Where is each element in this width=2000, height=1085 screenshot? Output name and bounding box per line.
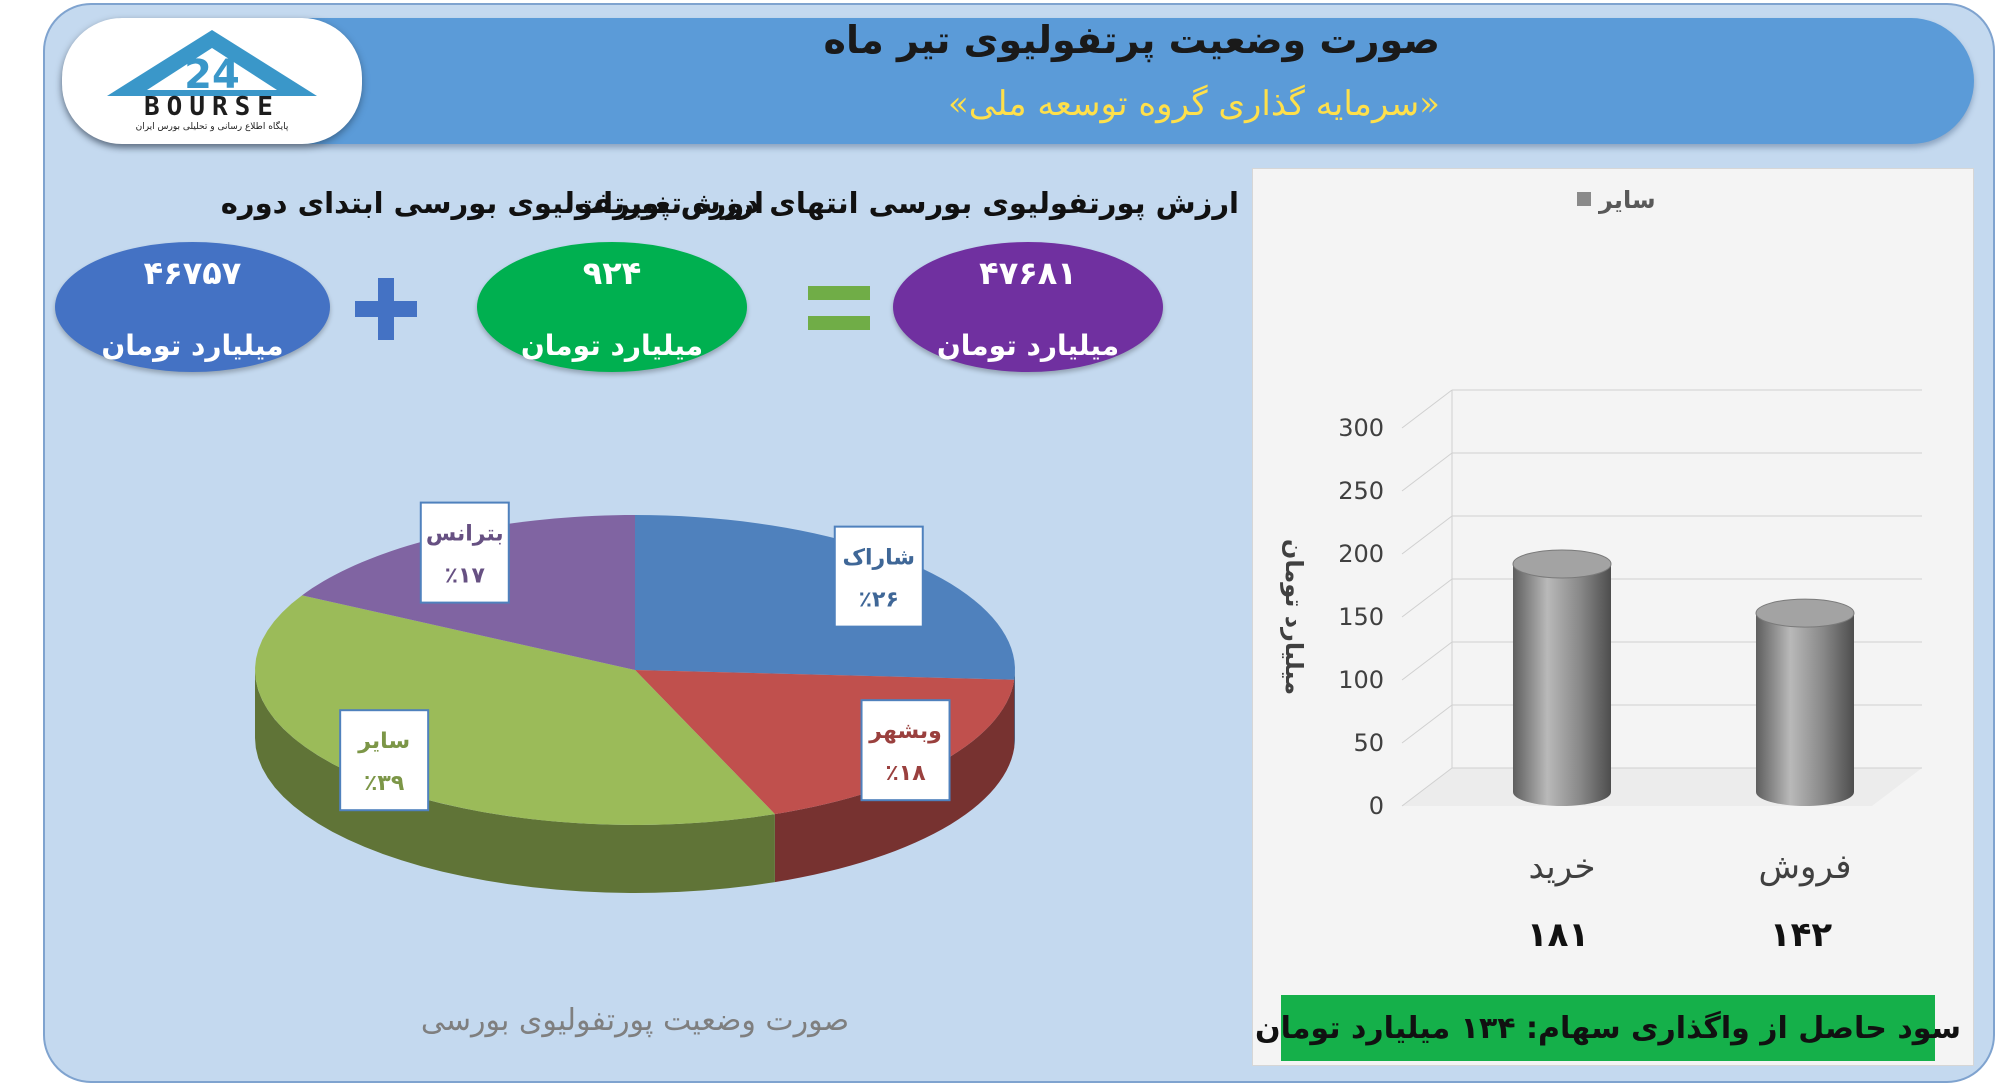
grid-line-side <box>1401 767 1453 807</box>
pie-label-name: وبشهر <box>868 719 942 744</box>
pie-label-سایر: سایر ٪۳۹ <box>339 709 430 812</box>
profit-text: سود حاصل از واگذاری سهام: ۱۳۴ میلیارد تو… <box>1254 1010 1962 1046</box>
pie-slice-شاراک <box>635 515 1015 680</box>
bar-value-label: ۱۴۲ <box>1770 915 1833 955</box>
y-tick-label: 0 <box>1369 792 1384 820</box>
change-value-unit: میلیارد تومان <box>520 329 704 362</box>
change-value-number: ۹۲۴ <box>582 254 642 292</box>
pie-label-percent: ٪۳۹ <box>364 771 404 796</box>
end-value-label: ارزش پورتفولیوی بورسی انتهای دوره <box>692 186 1239 220</box>
bar-legend: سایر <box>1577 186 1656 214</box>
profit-banner: سود حاصل از واگذاری سهام: ۱۳۴ میلیارد تو… <box>1255 995 1961 1061</box>
pie-label-name: بترانس <box>426 522 504 547</box>
start-value-bubble: ۴۶۷۵۷ میلیارد تومان <box>55 242 330 372</box>
header-banner <box>62 18 1974 144</box>
bourse24-logo: 24 BOURSE پایگاه اطلاع رسانی و تحلیلی بو… <box>62 18 362 144</box>
y-axis-label: میلیارد تومان <box>1280 539 1308 695</box>
y-tick-label: 150 <box>1338 603 1384 631</box>
bar-خرید <box>1512 549 1612 806</box>
grid-line-side <box>1401 578 1453 618</box>
pie-label-name: سایر <box>357 729 410 754</box>
y-tick-label: 250 <box>1338 477 1384 505</box>
logo-tagline: پایگاه اطلاع رسانی و تحلیلی بورس ایران <box>135 122 289 132</box>
end-value-bubble: ۴۷۶۸۱ میلیارد تومان <box>893 242 1163 372</box>
start-value-label: ارزش پورتفولیوی بورسی ابتدای دوره <box>220 186 764 220</box>
pie-label-شاراک: شاراک ٪۲۶ <box>833 525 924 628</box>
y-tick-label: 200 <box>1338 540 1384 568</box>
y-tick-label: 100 <box>1338 666 1384 694</box>
plus-icon <box>355 278 417 340</box>
start-value-unit: میلیارد تومان <box>101 329 284 362</box>
pie-chart-title: صورت وضعیت پورتفولیوی بورسی <box>421 1003 849 1038</box>
pie-label-percent: ٪۲۶ <box>859 588 899 613</box>
change-value-label: تغییرات <box>573 186 682 220</box>
grid-line-side <box>1401 641 1453 681</box>
pie-side-وبشهر <box>774 679 1015 883</box>
page-subtitle: «سرمایه گذاری گروه توسعه ملی» <box>948 84 1440 124</box>
buy-sell-bar-chart: سایر 0 50 100 150 200 250 300 میلیارد تومان خرید ۱… <box>1280 186 1922 955</box>
pie-label-name: شاراک <box>842 546 915 571</box>
pie-label-بترانس: بترانس ٪۱۷ <box>419 501 510 604</box>
portfolio-pie-chart: شاراک ٪۲۶ وبشهر ٪۱۸ سایر ٪۳۹ بترانس ٪۱۷ صورت وضع… <box>255 501 1015 1038</box>
pie-side-سایر <box>255 670 775 893</box>
bar-legend-text: سایر <box>1598 186 1656 214</box>
equals-icon <box>808 286 870 330</box>
x-category-label: خرید <box>1528 847 1595 887</box>
pie-label-percent: ٪۱۷ <box>445 564 486 589</box>
pie-side-شاراک <box>1014 670 1015 748</box>
y-tick-label: 50 <box>1353 729 1384 757</box>
bar-فروش <box>1755 598 1855 806</box>
grid-line-side <box>1401 452 1453 492</box>
grid-line-side <box>1401 389 1453 429</box>
grid-line-side <box>1401 704 1453 744</box>
end-value-unit: میلیارد تومان <box>936 329 1120 362</box>
change-value-bubble: ۹۲۴ میلیارد تومان <box>477 242 747 372</box>
start-value-number: ۴۶۷۵۷ <box>143 254 242 292</box>
grid-line-side <box>1401 515 1453 555</box>
logo-mark-icon: 24 <box>107 30 317 98</box>
pie-label-percent: ٪۱۸ <box>885 761 926 786</box>
y-tick-label: 300 <box>1338 414 1384 442</box>
page-title: صورت وضعیت پرتفولیوی تیر ماه <box>823 18 1440 62</box>
logo-mark-text: 24 <box>184 52 240 98</box>
logo-wordmark: BOURSE <box>144 92 280 122</box>
x-category-label: فروش <box>1759 847 1852 887</box>
bar-value-label: ۱۸۱ <box>1527 915 1589 955</box>
logo-roof-inner <box>147 48 277 90</box>
pie-label-وبشهر: وبشهر ٪۱۸ <box>860 699 951 802</box>
end-value-number: ۴۷۶۸۱ <box>979 254 1077 292</box>
